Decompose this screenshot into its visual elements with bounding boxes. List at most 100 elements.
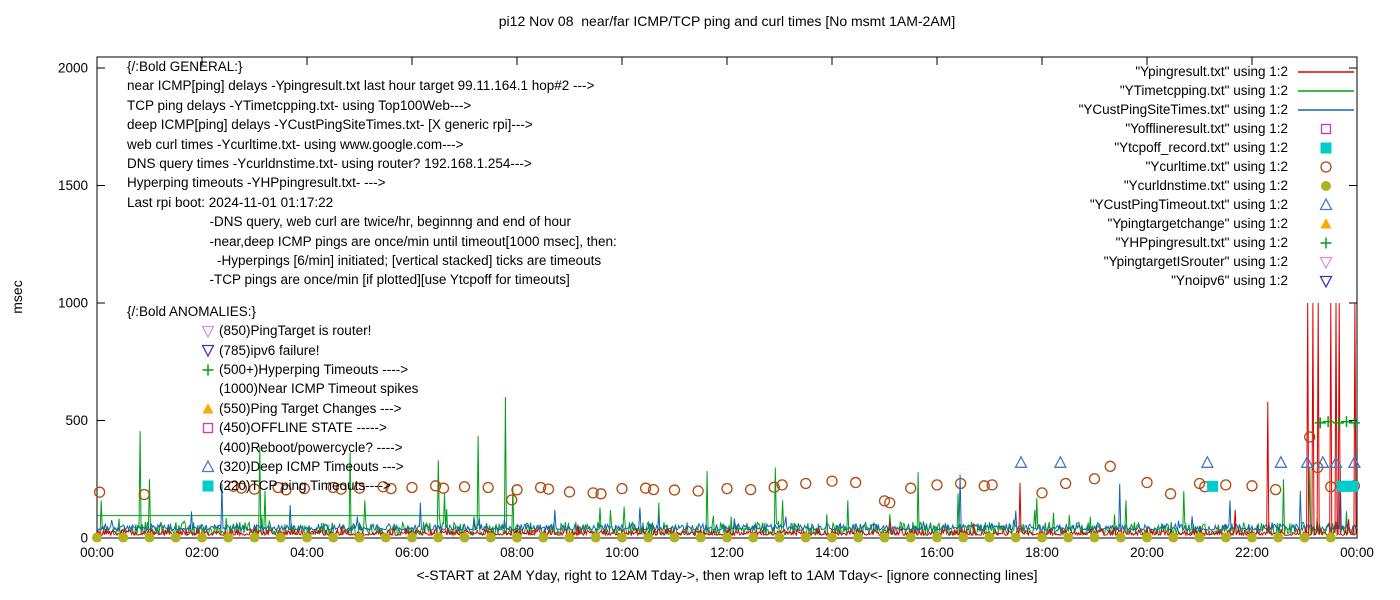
nabla-open-icon — [200, 323, 219, 339]
legend-label: "Ypingtargetchange" using 1:2 — [1107, 216, 1288, 231]
legend-item: "Ytcpoff_record.txt" using 1:2 — [1079, 138, 1357, 157]
legend-label: "Ycurltime.txt" using 1:2 — [1145, 159, 1288, 174]
legend-item: "Ycurltime.txt" using 1:2 — [1079, 157, 1357, 176]
line-sample-icon — [1295, 102, 1357, 118]
x-tick-label: 20:00 — [1130, 545, 1164, 560]
legend-label: "YHPpingresult.txt" using 1:2 — [1115, 235, 1288, 250]
square-filled-icon — [200, 478, 219, 494]
anomaly-label: (500+)Hyperping Timeouts ----> — [219, 362, 409, 378]
legend-label: "Ypingresult.txt" using 1:2 — [1135, 64, 1288, 79]
y-tick-label: 0 — [80, 531, 88, 546]
anomaly-label: (320)Deep ICMP Timeouts ---> — [219, 459, 404, 475]
anomaly-label: (1000)Near ICMP Timeout spikes — [219, 381, 419, 397]
anomaly-item: (320)Deep ICMP Timeouts ---> — [127, 457, 617, 476]
legend-item: "Ynoipv6" using 1:2 — [1079, 271, 1357, 290]
legend-item: "Ycurldnstime.txt" using 1:2 — [1079, 176, 1357, 195]
x-tick-label: 00:00 — [1340, 545, 1374, 560]
anomaly-icon-spacer — [200, 439, 219, 455]
marker-series-Ycurldnstime.txt — [92, 532, 1336, 543]
anomaly-label: (550)Ping Target Changes ---> — [219, 400, 402, 416]
anomaly-item: (450)OFFLINE STATE -----> — [127, 418, 617, 437]
x-tick-label: 14:00 — [815, 545, 849, 560]
anomaly-item: (1000)Near ICMP Timeout spikes — [127, 379, 617, 398]
triangle-open-icon — [200, 459, 219, 475]
x-tick-label: 08:00 — [500, 545, 534, 560]
nabla-open-icon — [1295, 254, 1357, 270]
x-tick-label: 18:00 — [1025, 545, 1059, 560]
triangle-filled-icon — [1295, 216, 1357, 232]
y-tick-label: 2000 — [58, 61, 88, 76]
x-tick-label: 00:00 — [80, 545, 114, 560]
legend-item: "YpingtargetISrouter" using 1:2 — [1079, 252, 1357, 271]
anomaly-item: (220)TCP ping Timeouts----> — [127, 476, 617, 495]
anomaly-label: (785)ipv6 failure! — [219, 342, 320, 358]
general-line: -DNS query, web curl are twice/hr, begin… — [127, 214, 571, 230]
legend-item: "YTimetcpping.txt" using 1:2 — [1079, 81, 1357, 100]
general-line: DNS query times -Ycurldnstime.txt- using… — [127, 156, 532, 172]
legend-item: "YHPpingresult.txt" using 1:2 — [1079, 233, 1357, 252]
plus-icon — [200, 362, 219, 378]
chart-title: pi12 Nov 08 near/far ICMP/TCP ping and c… — [498, 13, 956, 29]
x-tick-label: 02:00 — [185, 545, 219, 560]
x-tick-label: 16:00 — [920, 545, 954, 560]
anomalies-header: {/:Bold ANOMALIES:} — [127, 303, 257, 319]
general-line: web curl times -Ycurltime.txt- using www… — [127, 136, 464, 152]
anomaly-label: (220)TCP ping Timeouts----> — [219, 478, 391, 494]
legend: "Ypingresult.txt" using 1:2 "YTimetcpping… — [1079, 62, 1357, 290]
legend-item: "YCustPingSiteTimes.txt" using 1:2 — [1079, 100, 1357, 119]
plus-icon — [1295, 235, 1357, 251]
marker-series-Ytcpoff_record.txt — [1207, 480, 1359, 492]
square-open-icon — [1295, 121, 1357, 137]
x-tick-label: 10:00 — [605, 545, 639, 560]
legend-label: "YCustPingTimeout.txt" using 1:2 — [1089, 197, 1288, 212]
general-line: Last rpi boot: 2024-11-01 01:17:22 — [127, 194, 334, 210]
general-line: TCP ping delays -YTimetcpping.txt- using… — [127, 97, 472, 113]
legend-item: "Ypingtargetchange" using 1:2 — [1079, 214, 1357, 233]
legend-label: "YCustPingSiteTimes.txt" using 1:2 — [1078, 102, 1288, 117]
general-line: Hyperping timeouts -YHPpingresult.txt- -… — [127, 175, 386, 191]
legend-item: "Ypingresult.txt" using 1:2 — [1079, 62, 1357, 81]
anomaly-item: (785)ipv6 failure! — [127, 341, 617, 360]
legend-label: "Ycurldnstime.txt" using 1:2 — [1123, 178, 1288, 193]
legend-label: "Ytcpoff_record.txt" using 1:2 — [1114, 140, 1288, 155]
legend-label: "YpingtargetISrouter" using 1:2 — [1103, 254, 1288, 269]
anomaly-item: (400)Reboot/powercycle? ----> — [127, 438, 617, 457]
general-line: deep ICMP[ping] delays -YCustPingSiteTim… — [127, 117, 533, 133]
line-sample-icon — [1295, 83, 1357, 99]
legend-label: "Yofflineresult.txt" using 1:2 — [1125, 121, 1288, 136]
x-axis-label: <-START at 2AM Yday, right to 12AM Tday-… — [416, 567, 1038, 583]
marker-series-YHPpingresult.txt — [1314, 416, 1360, 429]
x-tick-label: 22:00 — [1235, 545, 1269, 560]
y-tick-label: 1500 — [58, 178, 88, 193]
square-filled-icon — [1295, 140, 1357, 156]
x-tick-label: 04:00 — [290, 545, 324, 560]
nabla-open-icon — [1295, 273, 1357, 289]
square-open-icon — [200, 420, 219, 436]
anomaly-item: (550)Ping Target Changes ---> — [127, 399, 617, 418]
triangle-open-icon — [1295, 197, 1357, 213]
y-tick-label: 1000 — [58, 296, 88, 311]
marker-series-YCustPingTimeout.txt — [1014, 455, 1361, 468]
anomaly-icon-spacer — [200, 381, 219, 397]
general-line: -near,deep ICMP pings are once/min until… — [127, 233, 617, 249]
x-tick-label: 06:00 — [395, 545, 429, 560]
legend-label: "Ynoipv6" using 1:2 — [1171, 273, 1288, 288]
anomaly-item: (500+)Hyperping Timeouts ----> — [127, 360, 617, 379]
circle-filled-icon — [1295, 178, 1357, 194]
nabla-open-icon — [200, 342, 219, 358]
general-header: {/:Bold GENERAL:} — [127, 59, 243, 74]
anomaly-item: (850)PingTarget is router! — [127, 321, 617, 340]
triangle-filled-icon — [200, 401, 219, 417]
x-tick-label: 12:00 — [710, 545, 744, 560]
circle-open-icon — [1295, 159, 1357, 175]
anomaly-label: (400)Reboot/powercycle? ----> — [219, 439, 403, 455]
annotations-block: {/:Bold GENERAL:} near ICMP[ping] delays … — [127, 57, 617, 496]
anomaly-label: (850)PingTarget is router! — [219, 323, 372, 339]
general-line: near ICMP[ping] delays -Ypingresult.txt … — [127, 78, 595, 94]
general-line: -TCP pings are once/min [if plotted][use… — [127, 272, 570, 288]
legend-item: "YCustPingTimeout.txt" using 1:2 — [1079, 195, 1357, 214]
general-line: -Hyperpings [6/min] initiated; [vertical… — [127, 253, 602, 269]
legend-label: "YTimetcpping.txt" using 1:2 — [1119, 83, 1288, 98]
